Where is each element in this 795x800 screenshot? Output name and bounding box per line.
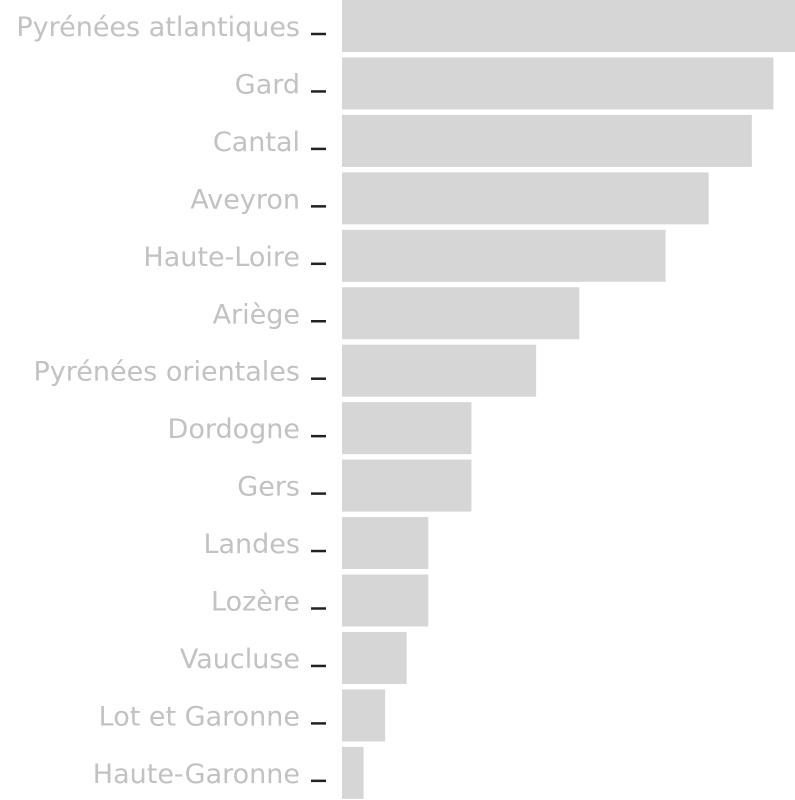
y-tick-label: Dordogne	[168, 414, 300, 445]
bar	[342, 459, 472, 512]
bar	[342, 287, 580, 340]
bar	[342, 746, 364, 799]
y-tick-label: Haute-Loire	[143, 242, 300, 273]
bar	[342, 689, 386, 742]
bar	[342, 574, 429, 627]
y-tick-label: Pyrénées orientales	[33, 357, 300, 388]
bar	[342, 344, 537, 397]
y-tick-label: Pyrénées atlantiques	[16, 12, 300, 43]
y-tick-label: Haute-Garonne	[93, 759, 300, 790]
y-tick-label: Ariège	[213, 299, 300, 330]
y-tick-label: Vaucluse	[180, 644, 300, 675]
bar	[342, 57, 774, 110]
y-tick-label: Aveyron	[190, 184, 300, 215]
y-tick-label: Lot et Garonne	[99, 701, 300, 732]
bar	[342, 229, 666, 282]
bar	[342, 517, 429, 570]
bars	[342, 0, 795, 799]
bar	[342, 114, 752, 167]
y-tick-label: Gard	[235, 69, 300, 100]
y-tick-label: Gers	[237, 472, 300, 503]
bar	[342, 631, 407, 684]
y-tick-label: Cantal	[213, 127, 300, 158]
bar	[342, 402, 472, 455]
bar	[342, 172, 709, 225]
y-axis-ticks	[311, 32, 326, 783]
y-axis-tick-labels: Pyrénées atlantiques Gard Cantal Aveyron Hau…	[16, 12, 300, 790]
y-tick-label: Landes	[203, 529, 300, 560]
bar	[342, 0, 795, 52]
y-tick-label: Lozère	[211, 587, 300, 618]
